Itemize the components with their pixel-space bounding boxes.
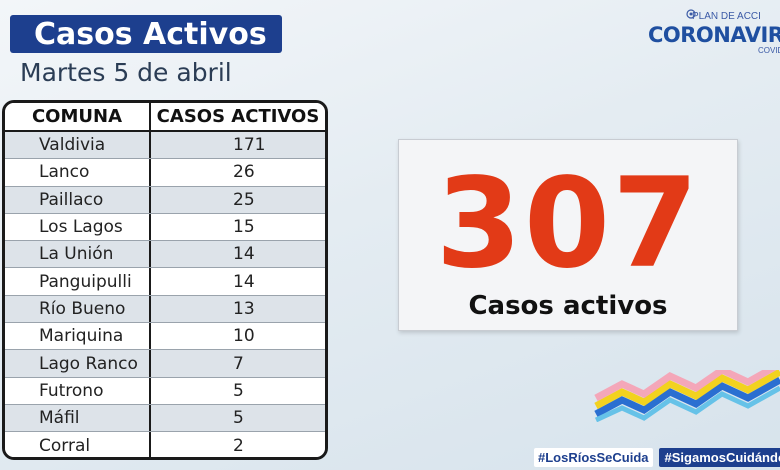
logo-brand-text: CORONAVIRU <box>648 23 780 47</box>
logo-plan-text: PLAN DE ACCI <box>692 11 761 22</box>
comuna-cell: Los Lagos <box>5 213 151 241</box>
total-cases-card: 307 Casos activos <box>398 139 738 331</box>
comuna-cell: Corral <box>5 432 151 457</box>
comuna-cell: Río Bueno <box>5 295 151 323</box>
column-header-casos: CASOS ACTIVOS <box>156 106 320 127</box>
table-row: Los Lagos 15 <box>5 213 325 242</box>
casos-cell: 13 <box>233 298 255 319</box>
casos-cell: 7 <box>233 353 244 374</box>
total-cases-number: 307 <box>435 152 701 296</box>
hashtag-los-rios: #LosRíosSeCuida <box>534 447 653 467</box>
cases-table: COMUNA CASOS ACTIVOS Valdivia 171 Lanco 26… <box>2 100 328 460</box>
casos-cell: 25 <box>233 189 255 210</box>
table-row: Paillaco 25 <box>5 186 325 214</box>
comuna-cell: Mariquina <box>5 323 151 350</box>
table-row: Corral 2 <box>5 432 325 457</box>
casos-cell: 26 <box>233 162 255 183</box>
casos-cell: 15 <box>233 217 255 238</box>
coronavirus-plan-logo: PLAN DE ACCI CORONAVIRU COVID <box>646 8 780 56</box>
casos-cell: 14 <box>233 244 255 265</box>
hashtag-sigamos: #SigamosCuidándon <box>658 447 780 467</box>
table-row: Máfil 5 <box>5 404 325 433</box>
table-row: Panguipulli 14 <box>5 268 325 296</box>
table-row: Lago Ranco 7 <box>5 350 325 378</box>
table-row: Valdivia 171 <box>5 132 325 160</box>
table-header: COMUNA CASOS ACTIVOS <box>5 103 325 132</box>
casos-cell: 2 <box>233 435 244 456</box>
comuna-cell: La Unión <box>5 241 151 268</box>
table-row: Río Bueno 13 <box>5 295 325 324</box>
casos-cell: 5 <box>233 380 244 401</box>
table-row: La Unión 14 <box>5 241 325 269</box>
logo-covid-text: COVID <box>758 46 780 55</box>
comuna-cell: Lago Ranco <box>5 350 151 377</box>
comuna-cell: Futrono <box>5 377 151 404</box>
government-emblem-icon <box>686 9 696 19</box>
comuna-cell: Valdivia <box>5 132 151 159</box>
date-subtitle: Martes 5 de abril <box>20 58 232 87</box>
title-badge: Casos Activos <box>10 15 282 53</box>
comuna-cell: Paillaco <box>5 186 151 213</box>
total-cases-label: Casos activos <box>468 291 668 321</box>
table-body: Valdivia 171 Lanco 26 Paillaco 25 Los Lagos… <box>5 132 325 457</box>
casos-cell: 5 <box>233 408 244 429</box>
comuna-cell: Panguipulli <box>5 268 151 295</box>
casos-cell: 171 <box>233 135 266 156</box>
casos-cell: 10 <box>233 326 255 347</box>
table-row: Mariquina 10 <box>5 323 325 351</box>
comuna-cell: Lanco <box>5 159 151 186</box>
comuna-cell: Máfil <box>5 404 151 432</box>
hashtag-bar: #LosRíosSeCuida #SigamosCuidándon <box>534 446 780 468</box>
table-row: Lanco 26 <box>5 159 325 187</box>
column-header-comuna: COMUNA <box>5 103 151 130</box>
casos-cell: 14 <box>233 271 255 292</box>
table-row: Futrono 5 <box>5 377 325 405</box>
decorative-waves-graphic <box>594 370 780 422</box>
page-title: Casos Activos <box>34 16 267 52</box>
